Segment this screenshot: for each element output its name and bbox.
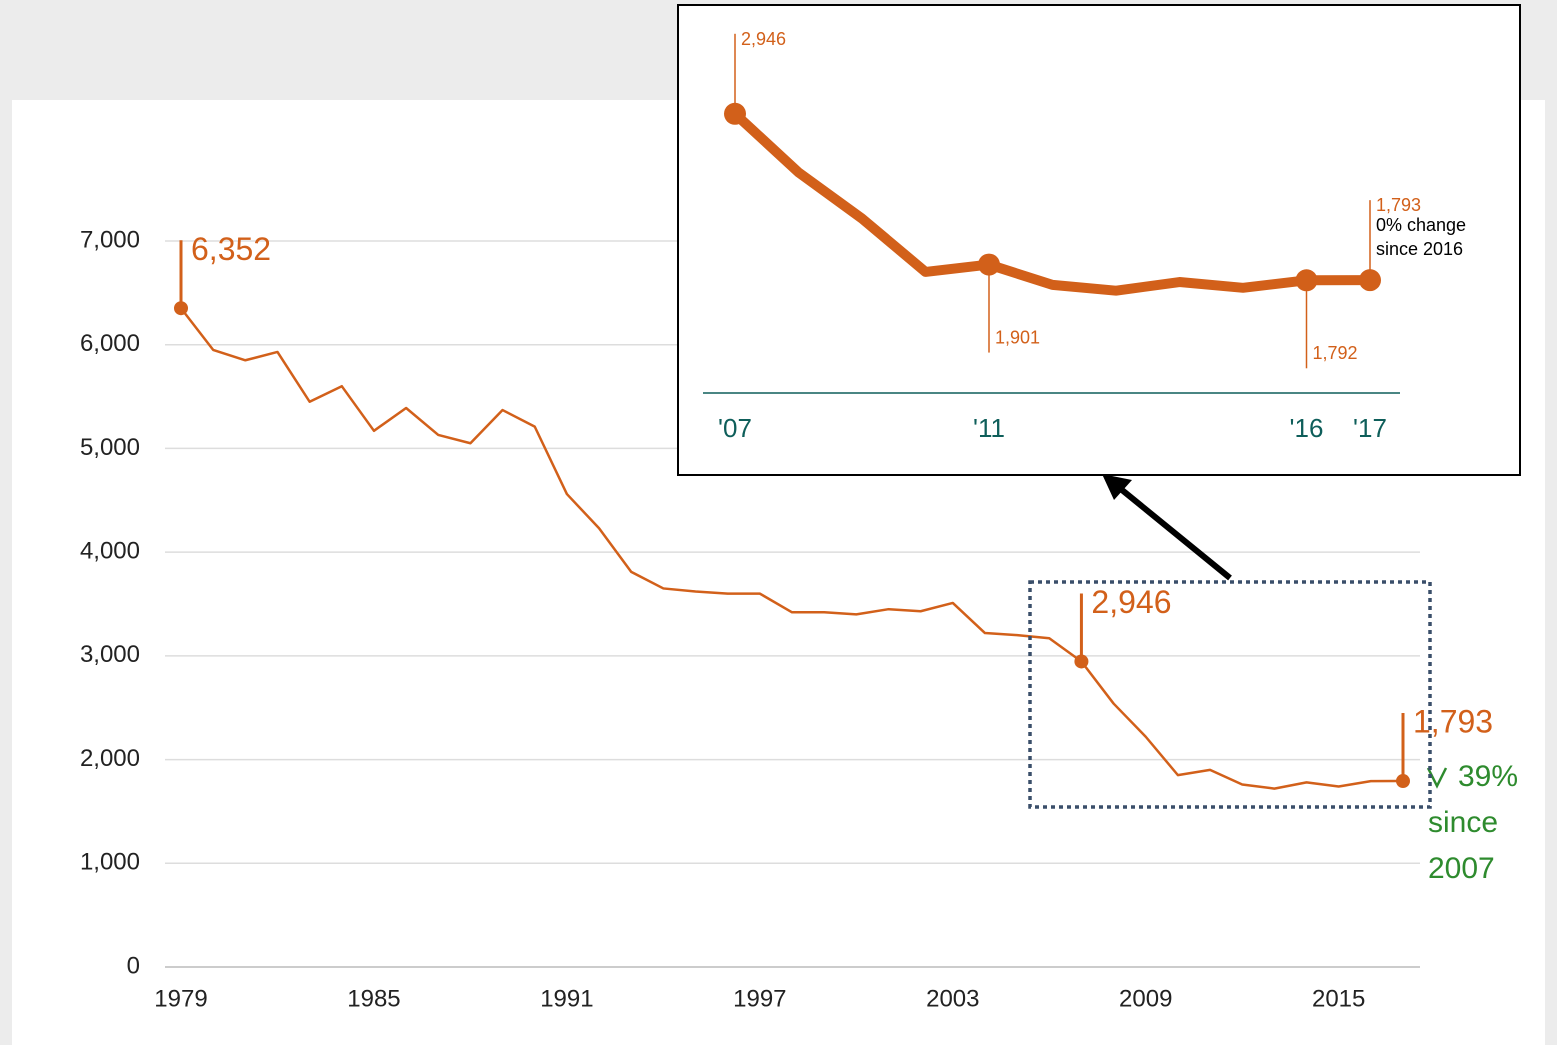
point bbox=[1295, 269, 1318, 292]
point bbox=[724, 102, 746, 125]
x-tick-label: '11 bbox=[973, 413, 1005, 443]
x-tick-label: 2003 bbox=[926, 985, 979, 1012]
x-tick-label: 1985 bbox=[347, 985, 400, 1012]
line bbox=[179, 306, 1405, 790]
point bbox=[1359, 269, 1381, 292]
point bbox=[1396, 774, 1410, 789]
annotation: 0% change bbox=[1376, 215, 1466, 235]
x-tick-label: 2015 bbox=[1312, 985, 1365, 1012]
x-tick-label: '16 bbox=[1290, 413, 1324, 443]
x-tick-label: 2009 bbox=[1119, 985, 1172, 1012]
y-tick-label: 1,000 bbox=[80, 849, 140, 876]
y-tick-label: 2,000 bbox=[80, 745, 140, 772]
data-label: 2,946 bbox=[1091, 584, 1171, 620]
zoom-region bbox=[1028, 580, 1432, 809]
zoom-arrow bbox=[1120, 487, 1232, 581]
annotation: since 2016 bbox=[1376, 239, 1463, 259]
point bbox=[978, 253, 1000, 276]
data-label: 2,946 bbox=[741, 29, 786, 49]
x-tick-label: '17 bbox=[1353, 413, 1387, 443]
y-tick-label: 4,000 bbox=[80, 537, 140, 564]
inset-panel bbox=[677, 4, 1521, 476]
annotation: 39% bbox=[1458, 760, 1518, 793]
x-tick-label: 1991 bbox=[540, 985, 593, 1012]
annotation: 2007 bbox=[1428, 852, 1495, 885]
data-label: 1,901 bbox=[995, 327, 1040, 347]
data-label: 1,793 bbox=[1376, 195, 1421, 215]
y-tick-label: 6,000 bbox=[80, 330, 140, 357]
line bbox=[730, 108, 1375, 296]
point bbox=[1074, 654, 1089, 669]
data-label: 6,352 bbox=[191, 231, 271, 267]
zoom-arrow-head bbox=[1102, 474, 1132, 500]
x-tick-label: 1997 bbox=[733, 985, 786, 1012]
y-tick-label: 7,000 bbox=[80, 226, 140, 253]
x-tick-label: '07 bbox=[718, 413, 752, 443]
x-tick-label: 1979 bbox=[154, 985, 207, 1012]
annotation: since bbox=[1428, 806, 1498, 839]
y-tick-label: 0 bbox=[127, 952, 140, 979]
y-tick-label: 5,000 bbox=[80, 434, 140, 461]
point bbox=[174, 301, 188, 316]
data-label: 1,792 bbox=[1313, 343, 1358, 363]
data-label: 1,793 bbox=[1413, 704, 1493, 740]
y-tick-label: 3,000 bbox=[80, 641, 140, 668]
